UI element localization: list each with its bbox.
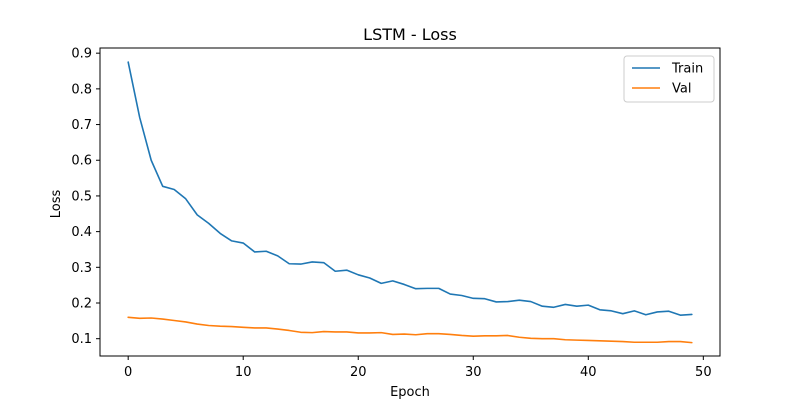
x-tick-label: 40	[580, 365, 597, 380]
x-tick-label: 30	[465, 365, 482, 380]
y-axis-label: Loss	[49, 190, 64, 219]
legend: Train Val	[623, 55, 715, 103]
x-axis-label: Epoch	[390, 385, 430, 400]
x-tick-label: 20	[350, 365, 367, 380]
x-tick-label: 10	[235, 365, 252, 380]
y-tick-label: 0.2	[71, 297, 92, 312]
y-tick-label: 0.8	[71, 82, 92, 97]
chart-title: LSTM - Loss	[363, 25, 457, 44]
series-line-train	[127, 61, 693, 316]
plot-area: 0 10 20 30 40 50 0.1 0.2 0.3 0.4 0.5 0.6 0.7 0.8 0.9	[71, 47, 721, 380]
legend-label-train: Train	[671, 62, 703, 77]
y-tick-label: 0.7	[71, 118, 92, 133]
legend-label-val: Val	[672, 82, 691, 97]
y-tick-label: 0.9	[71, 47, 92, 62]
y-tick-label: 0.1	[71, 332, 92, 347]
x-tick-label: 50	[695, 365, 712, 380]
x-tick-label: 0	[124, 365, 132, 380]
series-line-val	[127, 316, 693, 344]
y-tick-label: 0.3	[71, 261, 92, 276]
axes-frame	[99, 47, 721, 357]
y-tick-label: 0.4	[71, 225, 92, 240]
y-tick-label: 0.5	[71, 189, 92, 204]
y-tick-label: 0.6	[71, 154, 92, 169]
